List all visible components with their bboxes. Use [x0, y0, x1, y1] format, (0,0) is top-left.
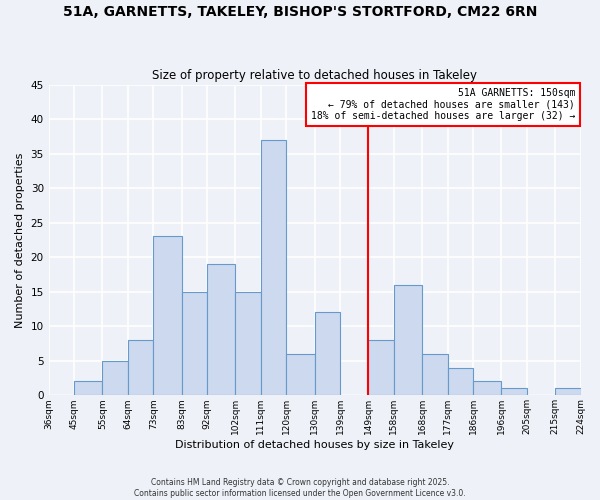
Bar: [555, 388, 581, 396]
Bar: [261, 140, 286, 396]
Bar: [286, 354, 314, 396]
Bar: [128, 340, 154, 396]
Bar: [501, 388, 527, 396]
X-axis label: Distribution of detached houses by size in Takeley: Distribution of detached houses by size …: [175, 440, 454, 450]
Bar: [422, 354, 448, 396]
Bar: [207, 264, 235, 396]
Bar: [314, 312, 340, 396]
Y-axis label: Number of detached properties: Number of detached properties: [15, 152, 25, 328]
Text: Contains HM Land Registry data © Crown copyright and database right 2025.
Contai: Contains HM Land Registry data © Crown c…: [134, 478, 466, 498]
Bar: [74, 382, 103, 396]
Text: 51A GARNETTS: 150sqm
← 79% of detached houses are smaller (143)
18% of semi-deta: 51A GARNETTS: 150sqm ← 79% of detached h…: [311, 88, 575, 121]
Bar: [473, 382, 501, 396]
Bar: [235, 292, 261, 396]
Bar: [103, 361, 128, 396]
Title: Size of property relative to detached houses in Takeley: Size of property relative to detached ho…: [152, 69, 477, 82]
Bar: [368, 340, 394, 396]
Bar: [154, 236, 182, 396]
Bar: [448, 368, 473, 396]
Text: 51A, GARNETTS, TAKELEY, BISHOP'S STORTFORD, CM22 6RN: 51A, GARNETTS, TAKELEY, BISHOP'S STORTFO…: [63, 5, 537, 19]
Bar: [394, 285, 422, 396]
Bar: [182, 292, 207, 396]
